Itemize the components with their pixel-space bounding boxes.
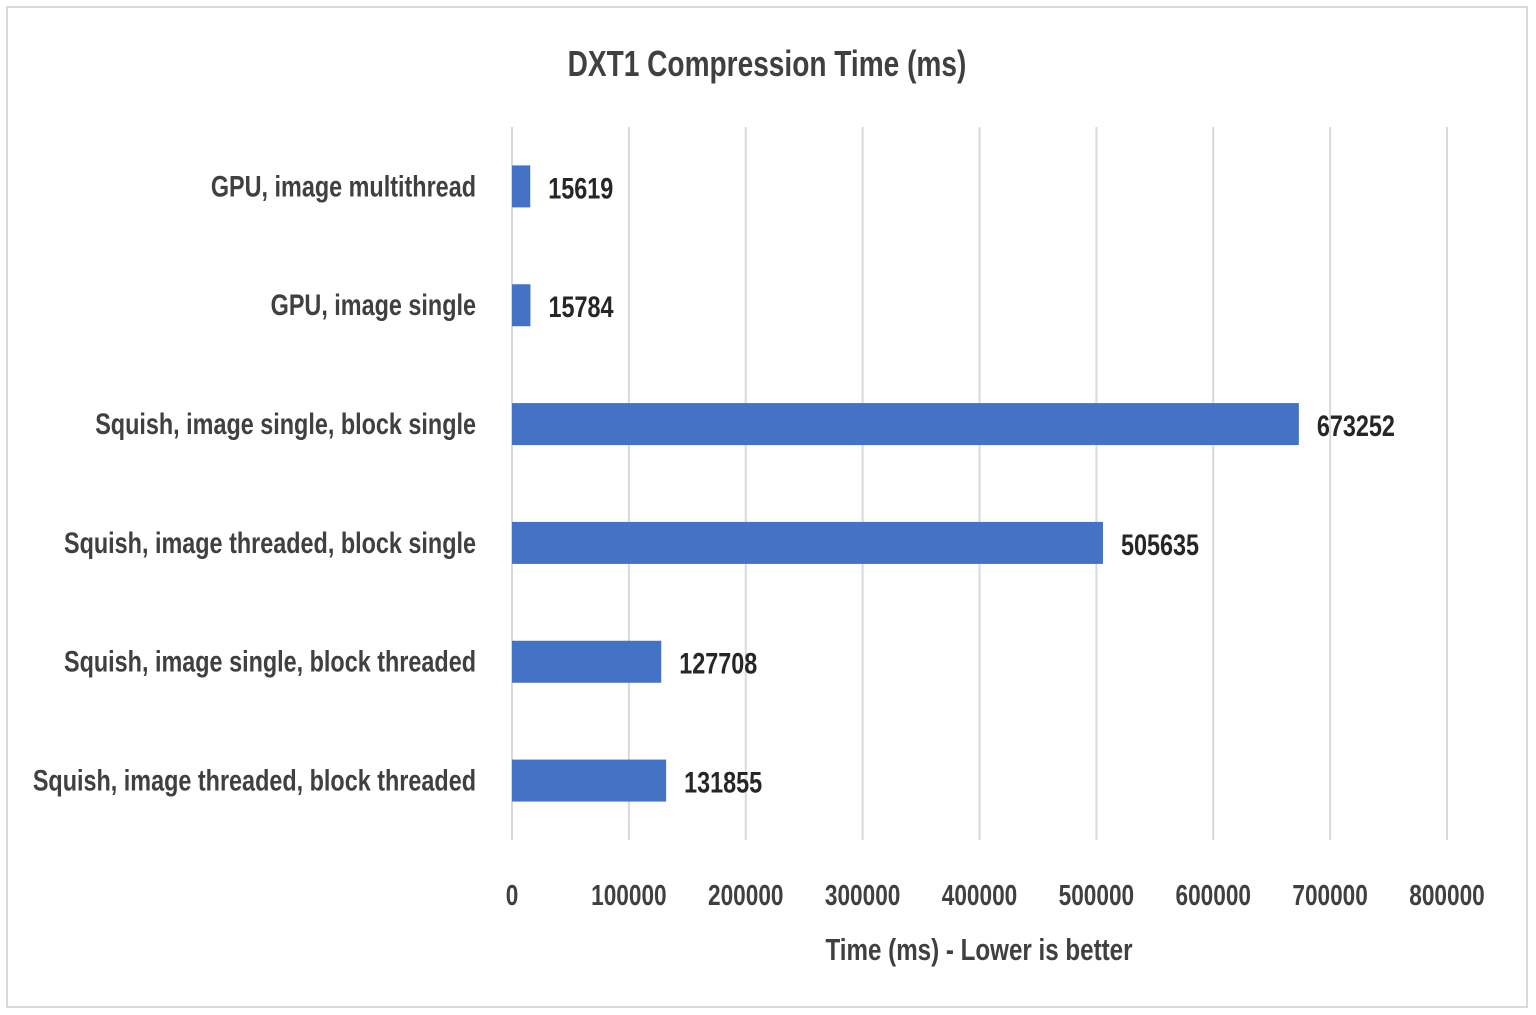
- category-label: Squish, image threaded, block threaded: [33, 764, 476, 797]
- x-tick-label: 0: [506, 878, 519, 911]
- x-tick-label: 100000: [591, 878, 666, 911]
- bars: 15619 15784 673252 505635 127708 131855: [512, 165, 1395, 802]
- data-label: 127708: [679, 647, 757, 680]
- bar: [512, 165, 531, 208]
- chart-title: DXT1 Compression Time (ms): [568, 44, 967, 84]
- x-tick-label: 700000: [1292, 878, 1367, 911]
- category-label: GPU, image single: [271, 288, 476, 321]
- data-label: 15784: [548, 290, 613, 323]
- x-tick-labels: 0 100000 200000 300000 400000 500000 600000 700…: [506, 878, 1485, 911]
- category-label: GPU, image multithread: [211, 170, 476, 203]
- x-tick-label: 600000: [1176, 878, 1251, 911]
- bar: [512, 284, 531, 327]
- bar: [512, 521, 1103, 564]
- gridlines: [511, 127, 1448, 840]
- category-labels: GPU, image multithread GPU, image single S…: [33, 170, 476, 798]
- x-tick-label: 800000: [1409, 878, 1484, 911]
- x-tick-label: 400000: [942, 878, 1017, 911]
- x-axis-title: Time (ms) - Lower is better: [825, 932, 1132, 967]
- x-tick-label: 200000: [708, 878, 783, 911]
- category-label: Squish, image single, block single: [95, 407, 476, 440]
- bar: [512, 640, 662, 683]
- category-label: Squish, image threaded, block single: [64, 526, 476, 559]
- data-label: 131855: [684, 766, 762, 799]
- chart-frame: [6, 6, 1528, 1008]
- category-label: Squish, image single, block threaded: [64, 645, 476, 678]
- data-label: 15619: [548, 172, 613, 205]
- bar: [512, 759, 667, 802]
- data-label: 505635: [1121, 528, 1199, 561]
- bar: [512, 403, 1299, 446]
- x-tick-label: 300000: [825, 878, 900, 911]
- x-tick-label: 500000: [1059, 878, 1134, 911]
- data-label: 673252: [1317, 409, 1395, 442]
